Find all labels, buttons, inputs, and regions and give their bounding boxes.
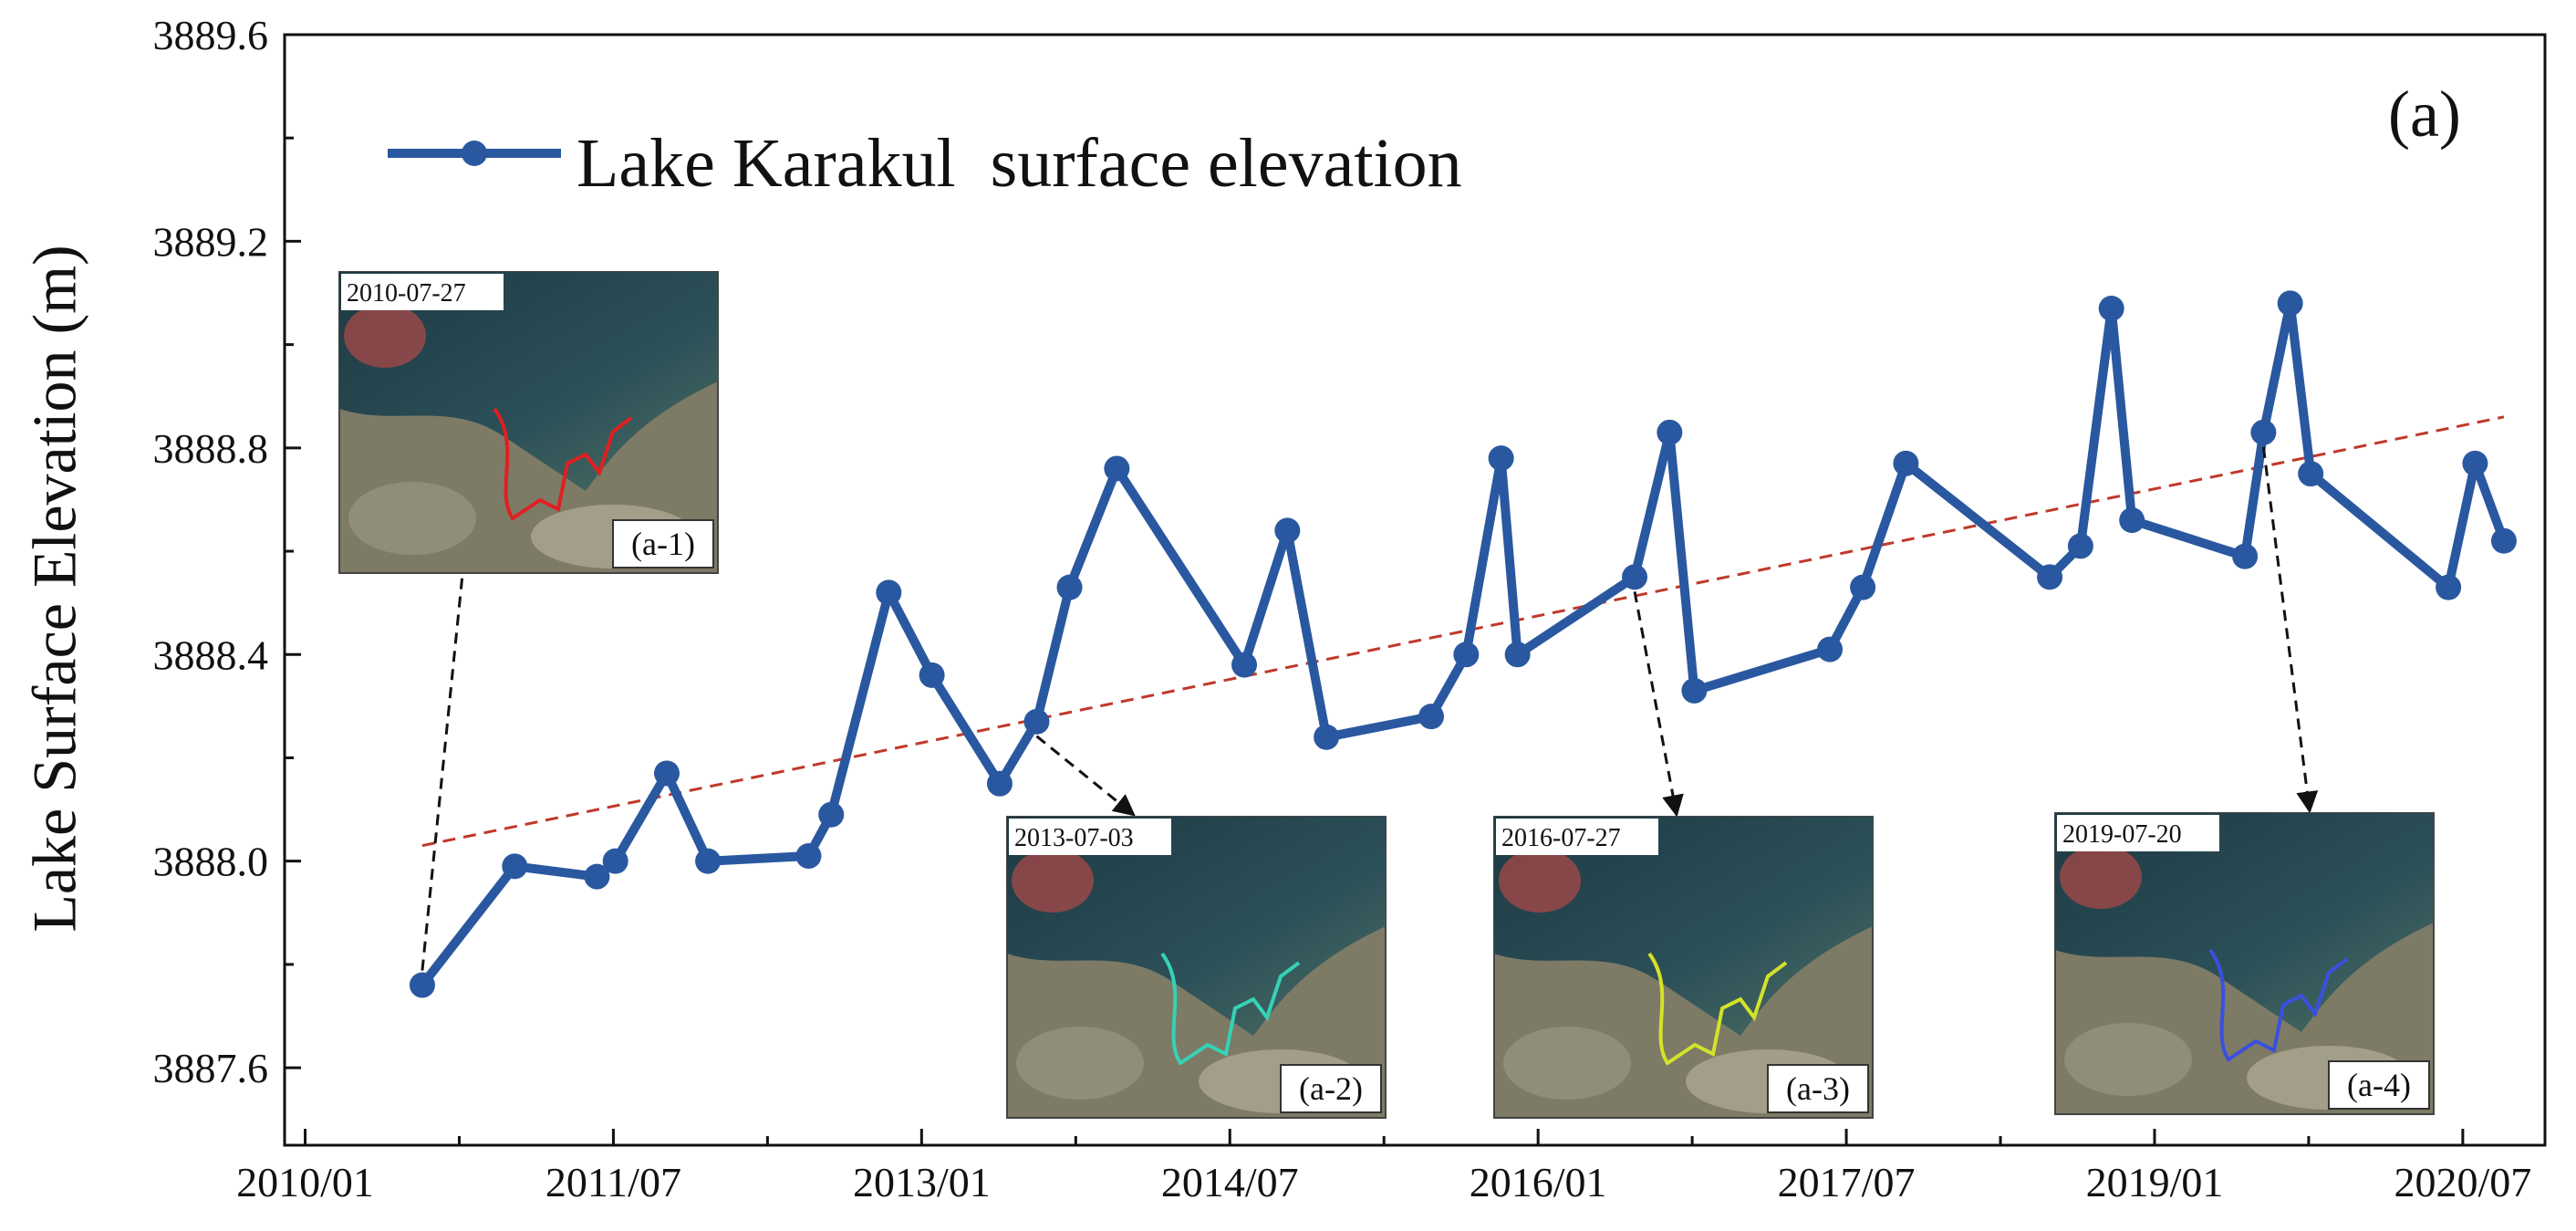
inset-date-label: 2010-07-27 [347, 279, 466, 308]
data-point [2098, 296, 2124, 322]
x-tick-label: 2017/07 [1778, 1159, 1916, 1205]
inset-vegetation [2060, 845, 2142, 909]
data-point [1681, 677, 1708, 704]
plot-frame [283, 33, 2547, 1147]
inset-lake [1494, 817, 1873, 1036]
data-point [2250, 419, 2277, 445]
data-point [695, 848, 722, 874]
data-point [2490, 527, 2517, 554]
inset-tag-box [1280, 1064, 1382, 1113]
data-point [818, 801, 845, 828]
data-point [2462, 450, 2488, 476]
data-point [1274, 517, 1301, 544]
data-point [1418, 704, 1445, 730]
inset-date-box [2057, 815, 2219, 851]
y-tick-label: 3887.6 [153, 1045, 269, 1091]
satellite-inset: 2013-07-03 (a-2) [1006, 816, 1387, 1119]
data-point [2232, 543, 2259, 569]
inset-tag-box [2328, 1060, 2430, 1110]
y-tick-label: 3888.4 [153, 631, 269, 678]
data-point [602, 848, 628, 874]
inset-date-label: 2013-07-03 [1014, 824, 1134, 852]
inset-tag-label: (a-4) [2347, 1067, 2411, 1103]
inset-tag-label: (a-1) [631, 526, 695, 562]
inset-lake [2055, 813, 2434, 1032]
inset-date-label: 2016-07-27 [1501, 824, 1621, 852]
x-tick-label: 2014/07 [1161, 1159, 1299, 1205]
inset-vegetation [1012, 849, 1094, 913]
data-point [654, 760, 680, 787]
data-point [1850, 574, 1876, 600]
data-point [584, 863, 610, 890]
legend-label: Lake Karakul surface elevation [576, 125, 1462, 202]
inset-shore [348, 482, 476, 555]
data-point [1817, 636, 1844, 662]
data-point [1231, 652, 1258, 678]
data-point [1488, 445, 1514, 472]
inset-vegetation [344, 304, 426, 368]
inset-date-box [341, 274, 504, 310]
data-point [919, 662, 945, 688]
inset-date-box [1009, 819, 1171, 855]
inset-tag-label: (a-2) [1299, 1070, 1363, 1107]
data-point [795, 843, 822, 870]
data-point [502, 853, 528, 880]
inset-tag-label: (a-3) [1786, 1070, 1850, 1107]
data-point [1023, 708, 1050, 735]
y-axis-title: Lake Surface Elevation (m) [19, 245, 89, 933]
satellite-inset: 2016-07-27 (a-3) [1493, 816, 1874, 1119]
panel-label: (a) [2388, 78, 2461, 151]
inset-shoreline-outline [1160, 952, 1301, 1066]
inset-shoreline-outline [493, 407, 633, 521]
annotation-arrow [1633, 591, 1684, 818]
inset-lake [1007, 817, 1386, 1036]
data-point [2119, 507, 2145, 534]
x-tick-label: 2013/01 [853, 1159, 991, 1205]
inset-shoreline-outline [1647, 952, 1788, 1066]
annotation-arrow [1035, 735, 1136, 817]
inset-date-box [1496, 819, 1658, 855]
x-tick-label: 2010/01 [236, 1159, 374, 1205]
inset-date-label: 2019-07-20 [2062, 820, 2182, 849]
data-point [986, 770, 1013, 797]
inset-shore [1503, 1027, 1631, 1100]
data-point [1657, 419, 1683, 445]
inset-tag-box [1767, 1064, 1869, 1113]
annotation-arrow [2261, 446, 2319, 814]
inset-vegetation [1499, 849, 1581, 913]
data-point [2067, 533, 2093, 559]
y-tick-label: 3889.2 [153, 218, 269, 265]
inset-tag-box [612, 519, 714, 569]
inset-shore [2064, 1023, 2192, 1096]
inset-shore [1016, 1027, 1144, 1100]
data-point [2037, 564, 2063, 590]
x-tick-label: 2016/01 [1470, 1159, 1607, 1205]
data-point [1504, 642, 1531, 668]
data-point [1104, 455, 1130, 482]
y-tick-label: 3888.8 [153, 425, 269, 472]
data-point [1893, 450, 1919, 476]
data-point [1622, 564, 1648, 590]
satellite-inset: 2010-07-27 (a-1) [338, 271, 719, 574]
satellite-inset: 2019-07-20 (a-4) [2054, 812, 2435, 1115]
annotation-arrow [421, 545, 474, 971]
data-point [1056, 574, 1083, 600]
inset-shoreline-outline [2208, 948, 2349, 1062]
data-point [1314, 724, 1340, 750]
trend-line [421, 415, 2505, 848]
data-point [876, 579, 902, 606]
data-point [2298, 461, 2324, 487]
data-point [2436, 574, 2462, 600]
x-tick-label: 2011/07 [545, 1159, 681, 1205]
x-tick-label: 2020/07 [2394, 1159, 2532, 1205]
data-point [2277, 290, 2303, 317]
y-tick-label: 3889.6 [153, 12, 269, 58]
data-point [409, 972, 435, 998]
x-tick-label: 2019/01 [2086, 1159, 2224, 1205]
inset-lake [339, 272, 718, 491]
data-point [1453, 642, 1480, 668]
legend-marker [462, 141, 487, 166]
y-tick-label: 3888.0 [153, 839, 269, 885]
